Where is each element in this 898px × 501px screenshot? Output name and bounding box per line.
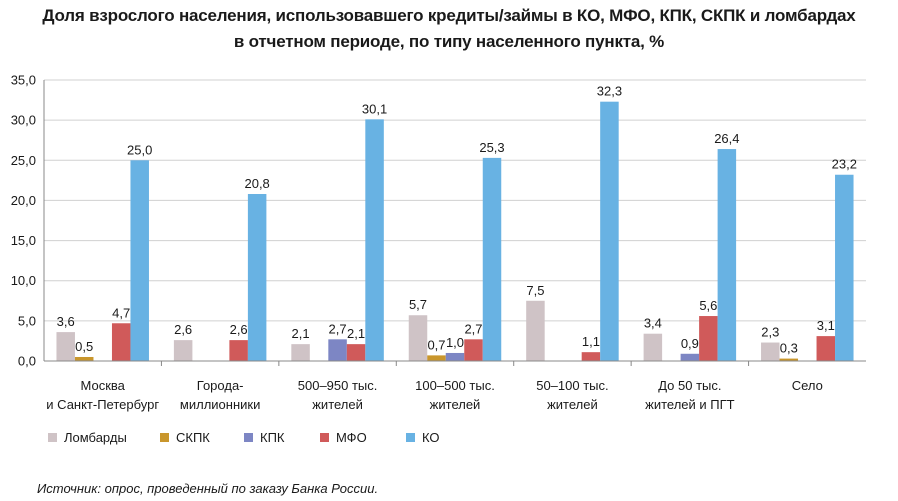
- data-label-mfo: 3,1: [817, 318, 835, 333]
- y-tick-label: 10,0: [11, 273, 36, 288]
- bar-lombardy: [643, 333, 663, 361]
- data-label-mfo: 2,1: [347, 326, 365, 341]
- y-tick-label: 35,0: [11, 73, 36, 88]
- bar-mfo: [229, 340, 248, 361]
- y-tick-label: 0,0: [18, 354, 36, 369]
- y-tick-label: 25,0: [11, 153, 36, 168]
- legend-label: СКПК: [176, 430, 210, 445]
- bar-kpk: [680, 353, 700, 361]
- y-tick-label: 5,0: [18, 313, 36, 328]
- data-label-lombardy: 3,6: [57, 314, 75, 329]
- bar-mfo: [699, 316, 718, 361]
- data-label-ko: 30,1: [362, 101, 387, 116]
- bar-mfo: [464, 339, 483, 361]
- x-axis: Москва и Санкт-Петербург Города-миллионник…: [44, 360, 866, 412]
- x-category-label: 100–500 тыс.: [415, 378, 495, 393]
- legend-swatch: [244, 433, 253, 442]
- legend-label: КПК: [260, 430, 285, 445]
- x-category-label: 50–100 тыс.: [536, 378, 608, 393]
- bars: [56, 101, 854, 362]
- bar-skpk: [779, 358, 799, 361]
- bar-ko: [247, 194, 267, 361]
- chart-title-line-2: в отчетном периоде, по типу населенного …: [233, 32, 665, 51]
- data-label-mfo: 2,7: [464, 321, 482, 336]
- legend-label: МФО: [336, 430, 367, 445]
- data-label-ko: 20,8: [244, 176, 269, 191]
- data-label-skpk: 0,3: [780, 341, 798, 356]
- data-label-mfo: 1,1: [582, 334, 600, 349]
- data-label-kpk: 2,7: [329, 321, 347, 336]
- data-label-mfo: 5,6: [699, 298, 717, 313]
- bar-ko: [600, 101, 619, 362]
- x-category-label: До 50 тыс.: [658, 378, 721, 393]
- x-category-label: жителей: [312, 397, 363, 412]
- bar-ko: [365, 119, 384, 361]
- data-label-mfo: 4,7: [112, 305, 130, 320]
- data-label-ko: 25,0: [127, 142, 152, 157]
- data-label-ko: 23,2: [832, 157, 857, 172]
- bar-lombardy: [408, 315, 428, 361]
- data-label-kpk: 1,0: [446, 335, 464, 350]
- data-label-skpk: 0,7: [427, 337, 445, 352]
- data-label-skpk: 0,5: [75, 339, 93, 354]
- x-category-label: Москва: [81, 378, 126, 393]
- legend: Ломбарды СКПК КПК МФО КО: [48, 430, 440, 445]
- x-category-label: миллионники: [180, 397, 260, 412]
- legend-label: Ломбарды: [64, 430, 127, 445]
- x-category-label: 500–950 тыс.: [298, 378, 378, 393]
- bar-ko: [482, 157, 502, 361]
- bar-lombardy: [526, 300, 545, 361]
- data-label-ko: 26,4: [714, 131, 739, 146]
- bar-kpk: [328, 339, 347, 361]
- chart-title-line-1: Доля взрослого населения, использовавшег…: [42, 6, 856, 25]
- data-label-ko: 32,3: [597, 84, 622, 99]
- x-category-label: жителей и ПГТ: [645, 397, 735, 412]
- x-category-label: Село: [792, 378, 823, 393]
- data-label-lombardy: 3,4: [644, 316, 662, 331]
- data-labels: 3,60,54,725,02,6 2,620,82,1 2,7 2,130,15,70…: [57, 84, 857, 356]
- bar-skpk: [74, 356, 94, 361]
- data-label-kpk: 0,9: [681, 336, 699, 351]
- x-category-label: жителей: [547, 397, 598, 412]
- data-label-lombardy: 2,1: [292, 326, 310, 341]
- y-tick-label: 15,0: [11, 233, 36, 248]
- bar-ko: [130, 160, 149, 361]
- legend-label: КО: [422, 430, 440, 445]
- legend-swatch: [406, 433, 415, 442]
- bar-mfo: [581, 352, 601, 361]
- legend-swatch: [320, 433, 329, 442]
- legend-swatch: [48, 433, 57, 442]
- y-tick-label: 30,0: [11, 113, 36, 128]
- x-category-label: жителей: [430, 397, 481, 412]
- data-label-lombardy: 5,7: [409, 297, 427, 312]
- bar-lombardy: [173, 340, 193, 361]
- bar-kpk: [445, 352, 465, 361]
- bar-ko: [717, 149, 737, 361]
- bar-ko: [835, 174, 854, 361]
- y-tick-label: 20,0: [11, 193, 36, 208]
- grid-lines: [44, 79, 866, 322]
- legend-swatch: [160, 433, 169, 442]
- bar-skpk: [427, 355, 446, 361]
- bar-lombardy: [56, 332, 75, 361]
- data-label-mfo: 2,6: [230, 322, 248, 337]
- bar-lombardy: [291, 344, 310, 361]
- x-category-label: Города-: [197, 378, 244, 393]
- bar-lombardy: [761, 342, 780, 361]
- bar-mfo: [816, 336, 836, 361]
- bar-mfo: [346, 344, 366, 361]
- source-note: Источник: опрос, проведенный по заказу Б…: [37, 481, 379, 496]
- data-label-ko: 25,3: [479, 140, 504, 155]
- data-label-lombardy: 2,3: [761, 325, 779, 340]
- x-category-label: и Санкт-Петербург: [46, 397, 159, 412]
- data-label-lombardy: 2,6: [174, 322, 192, 337]
- bar-mfo: [111, 323, 131, 361]
- data-label-lombardy: 7,5: [526, 283, 544, 298]
- y-axis: 0,0 5,0 10,0 15,0 20,0 25,0 30,0 35,0: [11, 73, 45, 369]
